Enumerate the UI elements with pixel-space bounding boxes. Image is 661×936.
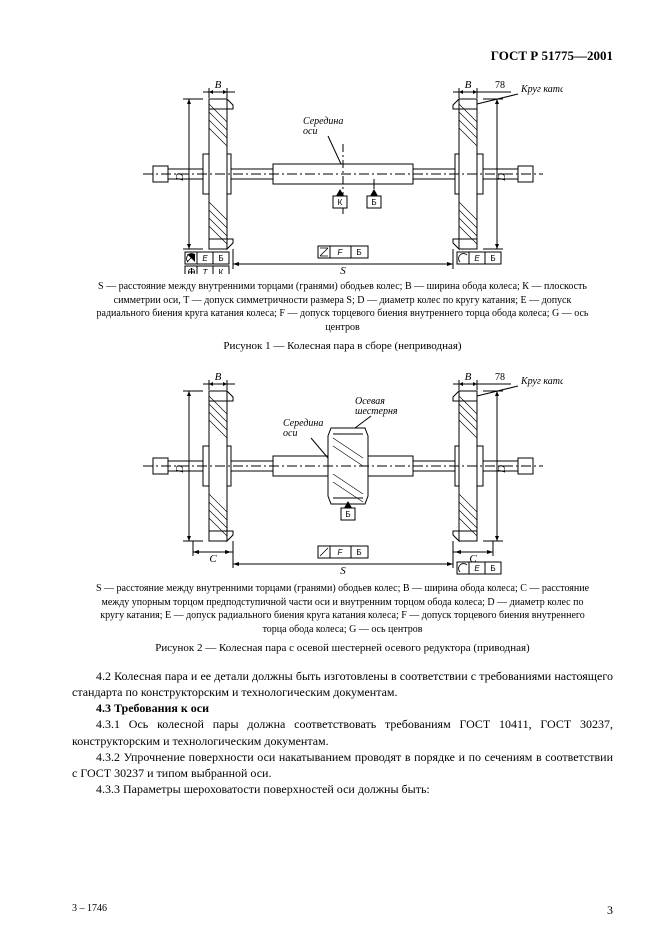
para-4-3-1: 4.3.1 Ось колесной пары должна соответст…: [72, 716, 613, 748]
figure-1: B B 78 Круг катания Середина оси D: [72, 74, 613, 354]
body-text: 4.2 Колесная пара и ее детали должны быт…: [72, 668, 613, 798]
svg-text:Б: Б: [490, 564, 495, 573]
figure-2-caption: Рисунок 2 — Колесная пара с осевой шесте…: [72, 642, 613, 656]
svg-text:К: К: [218, 268, 223, 274]
figure-2-svg: Осевая шестерня Середина оси B B 78 Круг…: [123, 366, 563, 576]
fig1-tol-t-k: T К: [185, 266, 229, 274]
page: ГОСТ Р 51775—2001: [0, 0, 661, 936]
fig2-d-left: D: [174, 465, 186, 474]
figure-1-legend: S — расстояние между внутренними торцами…: [92, 280, 593, 334]
fig1-d-right: D: [496, 173, 508, 182]
fig2-tol-f: F Б: [318, 546, 368, 558]
fig2-78: 78: [495, 372, 505, 383]
fig1-tol-f: F Б: [318, 246, 368, 258]
svg-text:Б: Б: [218, 254, 223, 263]
para-4-3-3: 4.3.3 Параметры шероховатости поверхност…: [72, 781, 613, 797]
fig1-tol-e-left: E Б: [185, 252, 229, 264]
figure-2-legend: S — расстояние между внутренними торцами…: [92, 582, 593, 636]
footer-sig: 3 – 1746: [72, 903, 107, 916]
page-number: 3: [607, 903, 613, 918]
fig1-s: S: [340, 265, 346, 274]
para-4-2: 4.2 Колесная пара и ее детали должны быт…: [72, 668, 613, 700]
svg-text:Б: Б: [356, 548, 361, 557]
fig1-78: 78: [495, 80, 505, 91]
fig1-b-left: B: [214, 79, 221, 91]
fig1-k-box: К: [337, 198, 342, 207]
standard-code: ГОСТ Р 51775—2001: [491, 48, 613, 63]
footer: 3 – 1746 3: [72, 903, 613, 918]
fig1-d-left: D: [174, 173, 186, 182]
fig2-tol-e-right: E Б: [457, 562, 501, 574]
figure-1-svg: B B 78 Круг катания Середина оси D: [123, 74, 563, 274]
svg-text:Б: Б: [356, 248, 361, 257]
fig1-b-box: Б: [371, 198, 376, 207]
fig2-b-right: B: [464, 371, 471, 383]
fig2-osevaya-2: шестерня: [355, 406, 398, 417]
fig2-s: S: [340, 565, 346, 576]
fig2-circle-label: Круг катания: [520, 376, 563, 387]
standard-code-header: ГОСТ Р 51775—2001: [72, 48, 613, 64]
fig2-seredina-2: оси: [283, 428, 297, 439]
svg-text:E: E: [202, 254, 208, 263]
figure-2: Осевая шестерня Середина оси B B 78 Круг…: [72, 366, 613, 656]
fig2-c-left: C: [209, 553, 217, 565]
para-4-3-2: 4.3.2 Упрочнение поверхности оси накатыв…: [72, 749, 613, 781]
fig1-b-right: B: [464, 79, 471, 91]
svg-text:E: E: [474, 254, 480, 263]
fig2-d-right: D: [496, 465, 508, 474]
fig1-circle-label: Круг катания: [520, 84, 563, 95]
svg-text:Б: Б: [490, 254, 495, 263]
fig2-b-box: Б: [345, 510, 350, 519]
fig1-tol-e-right: E Б: [457, 252, 501, 264]
para-4-3-title: 4.3 Требования к оси: [72, 700, 613, 716]
svg-text:E: E: [474, 564, 480, 573]
figure-1-caption: Рисунок 1 — Колесная пара в сборе (непри…: [72, 340, 613, 354]
fig1-seredina-2: оси: [303, 126, 317, 137]
fig2-b-left: B: [214, 371, 221, 383]
